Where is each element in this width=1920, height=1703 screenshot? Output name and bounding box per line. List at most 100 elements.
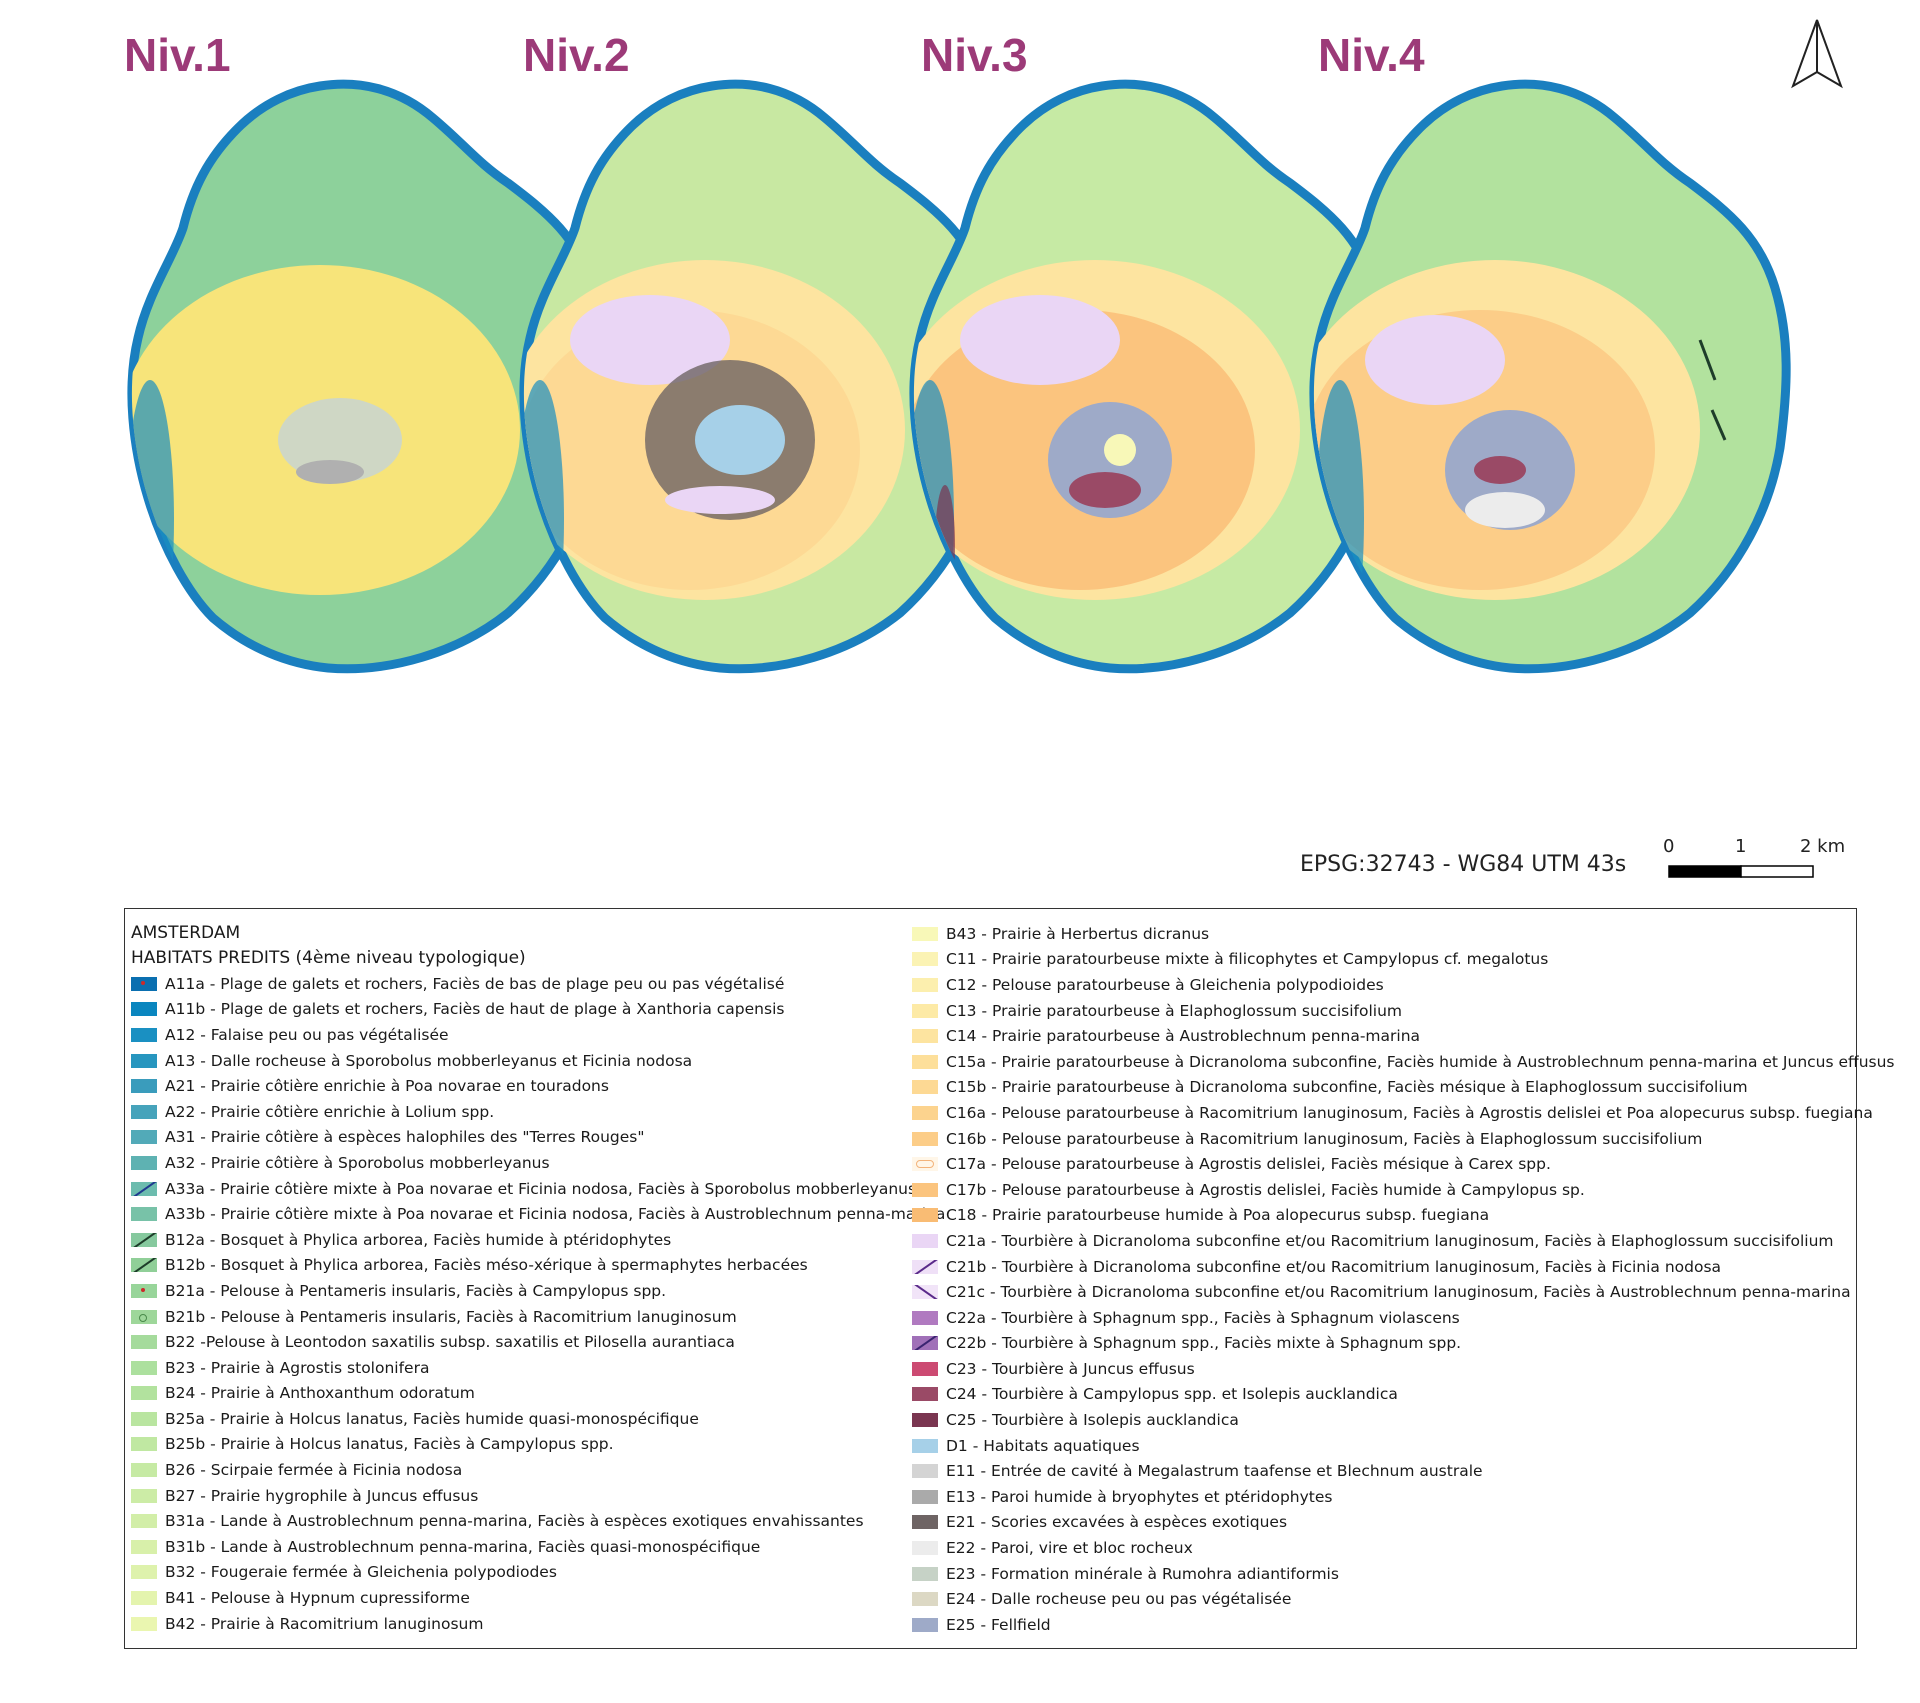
legend-swatch bbox=[912, 1285, 938, 1300]
legend-swatch bbox=[131, 1335, 157, 1350]
map-title-niv4: Niv.4 bbox=[1318, 29, 1425, 81]
legend-swatch bbox=[912, 1080, 938, 1095]
legend-item-c21c: C21c - Tourbière à Dicranoloma subconfin… bbox=[912, 1279, 1895, 1305]
legend-swatch bbox=[131, 1488, 157, 1503]
legend-label: B27 - Prairie hygrophile à Juncus effusu… bbox=[165, 1486, 479, 1505]
legend-label: C17a - Pelouse paratourbeuse à Agrostis … bbox=[946, 1155, 1551, 1174]
legend-swatch bbox=[131, 1027, 157, 1042]
legend-label: A11a - Plage de galets et rochers, Faciè… bbox=[165, 974, 785, 993]
legend-item-b31b: B31b - Lande à Austroblechnum penna-mari… bbox=[131, 1534, 945, 1560]
legend-item-c22a: C22a - Tourbière à Sphagnum spp., Faciès… bbox=[912, 1305, 1895, 1331]
legend-swatch bbox=[912, 977, 938, 992]
legend-label: C25 - Tourbière à Isolepis aucklandica bbox=[946, 1411, 1239, 1430]
legend-label: E21 - Scories excavées à espèces exotiqu… bbox=[946, 1513, 1288, 1532]
legend-item-c17b: C17b - Pelouse paratourbeuse à Agrostis … bbox=[912, 1177, 1895, 1203]
legend-item-e23: E23 - Formation minérale à Rumohra adian… bbox=[912, 1561, 1895, 1587]
map-title-niv1: Niv.1 bbox=[124, 29, 231, 81]
legend-label: A33a - Prairie côtière mixte à Poa novar… bbox=[165, 1179, 917, 1198]
legend-item-a11b: A11b - Plage de galets et rochers, Faciè… bbox=[131, 997, 945, 1023]
legend-item-c16a: C16a - Pelouse paratourbeuse à Racomitri… bbox=[912, 1100, 1895, 1126]
legend-swatch bbox=[131, 1002, 157, 1017]
legend-title-habitats: HABITATS PREDITS (4ème niveau typologiqu… bbox=[131, 948, 526, 968]
legend-item-a13: A13 - Dalle rocheuse à Sporobolus mobber… bbox=[131, 1048, 945, 1074]
habitat-maps bbox=[0, 19, 1843, 878]
legend-label: C16a - Pelouse paratourbeuse à Racomitri… bbox=[946, 1103, 1873, 1122]
legend-swatch bbox=[131, 1591, 157, 1606]
legend-swatch bbox=[912, 1259, 938, 1274]
legend-swatch bbox=[912, 1592, 938, 1607]
north-arrow-icon bbox=[1791, 19, 1843, 89]
legend-item-e11: E11 - Entrée de cavité à Megalastrum taa… bbox=[912, 1458, 1895, 1484]
legend-label: B43 - Prairie à Herbertus dicranus bbox=[946, 924, 1210, 943]
legend-swatch bbox=[131, 1539, 157, 1554]
legend-item-b25a: B25a - Prairie à Holcus lanatus, Faciès … bbox=[131, 1406, 945, 1432]
legend-label: C23 - Tourbière à Juncus effusus bbox=[946, 1359, 1195, 1378]
legend-item-c18: C18 - Prairie paratourbeuse humide à Poa… bbox=[912, 1203, 1895, 1229]
legend-item-b23: B23 - Prairie à Agrostis stolonifera bbox=[131, 1355, 945, 1381]
legend-item-e22: E22 - Paroi, vire et bloc rocheux bbox=[912, 1535, 1895, 1561]
legend-label: C18 - Prairie paratourbeuse humide à Poa… bbox=[946, 1206, 1490, 1225]
legend-swatch bbox=[912, 1105, 938, 1120]
legend-column-2: B43 - Prairie à Herbertus dicranus C11 - … bbox=[912, 921, 1895, 1638]
legend-label: B12a - Bosquet à Phylica arborea, Faciès… bbox=[165, 1230, 672, 1249]
legend-label: A22 - Prairie côtière enrichie à Lolium … bbox=[165, 1102, 495, 1121]
legend-swatch bbox=[912, 1157, 938, 1172]
legend-item-b12a: B12a - Bosquet à Phylica arborea, Faciès… bbox=[131, 1227, 945, 1253]
legend-label: B25b - Prairie à Holcus lanatus, Faciès … bbox=[165, 1435, 614, 1454]
legend-swatch bbox=[912, 1515, 938, 1530]
legend-item-b31a: B31a - Lande à Austroblechnum penna-mari… bbox=[131, 1508, 945, 1534]
legend-swatch bbox=[131, 1258, 157, 1273]
legend-label: C15a - Prairie paratourbeuse à Dicranolo… bbox=[946, 1052, 1895, 1071]
legend-swatch bbox=[131, 1104, 157, 1119]
legend-item-a11a: A11a - Plage de galets et rochers, Faciè… bbox=[131, 971, 945, 997]
legend-item-e13: E13 - Paroi humide à bryophytes et ptéri… bbox=[912, 1484, 1895, 1510]
legend-item-c25: C25 - Tourbière à Isolepis aucklandica bbox=[912, 1407, 1895, 1433]
legend-label: C21c - Tourbière à Dicranoloma subconfin… bbox=[946, 1283, 1851, 1302]
legend-item-a22: A22 - Prairie côtière enrichie à Lolium … bbox=[131, 1099, 945, 1125]
legend-item-c22b: C22b - Tourbière à Sphagnum spp., Faciès… bbox=[912, 1331, 1895, 1357]
map-niv3 bbox=[890, 84, 1386, 669]
legend-swatch bbox=[131, 1360, 157, 1375]
legend-label: B31a - Lande à Austroblechnum penna-mari… bbox=[165, 1512, 864, 1531]
legend-swatch bbox=[131, 1283, 157, 1298]
scale-bar bbox=[1668, 865, 1814, 878]
legend-swatch bbox=[912, 1489, 938, 1504]
legend-label: C21b - Tourbière à Dicranoloma subconfin… bbox=[946, 1257, 1722, 1276]
legend-swatch bbox=[131, 1514, 157, 1529]
legend-swatch bbox=[131, 1079, 157, 1094]
legend-item-b32: B32 - Fougeraie fermée à Gleichenia poly… bbox=[131, 1560, 945, 1586]
legend-swatch bbox=[131, 1207, 157, 1222]
legend-swatch bbox=[912, 1029, 938, 1044]
legend-swatch bbox=[131, 1232, 157, 1247]
legend-swatch bbox=[131, 1309, 157, 1324]
legend-item-b21a: B21a - Pelouse à Pentameris insularis, F… bbox=[131, 1278, 945, 1304]
legend-label: A12 - Falaise peu ou pas végétalisée bbox=[165, 1025, 449, 1044]
legend-label: A13 - Dalle rocheuse à Sporobolus mobber… bbox=[165, 1051, 693, 1070]
legend-swatch bbox=[131, 1411, 157, 1426]
legend-swatch bbox=[912, 1054, 938, 1069]
legend-item-c14: C14 - Prairie paratourbeuse à Austroblec… bbox=[912, 1023, 1895, 1049]
legend-swatch bbox=[912, 1003, 938, 1018]
legend-label: D1 - Habitats aquatiques bbox=[946, 1436, 1140, 1455]
legend-item-b21b: B21b - Pelouse à Pentameris insularis, F… bbox=[131, 1304, 945, 1330]
legend-item-b25b: B25b - Prairie à Holcus lanatus, Faciès … bbox=[131, 1432, 945, 1458]
legend-label: B32 - Fougeraie fermée à Gleichenia poly… bbox=[165, 1563, 557, 1582]
scale-label-2km: 2 km bbox=[1800, 836, 1846, 857]
legend-label: E13 - Paroi humide à bryophytes et ptéri… bbox=[946, 1487, 1333, 1506]
legend-item-d1: D1 - Habitats aquatiques bbox=[912, 1433, 1895, 1459]
legend-label: E23 - Formation minérale à Rumohra adian… bbox=[946, 1564, 1339, 1583]
legend-label: E11 - Entrée de cavité à Megalastrum taa… bbox=[946, 1462, 1483, 1481]
legend-swatch bbox=[912, 1233, 938, 1248]
legend-swatch bbox=[131, 1386, 157, 1401]
legend-swatch bbox=[912, 952, 938, 967]
legend-swatch bbox=[131, 1155, 157, 1170]
legend-label: A21 - Prairie côtière enrichie à Poa nov… bbox=[165, 1077, 609, 1096]
legend-item-b27: B27 - Prairie hygrophile à Juncus effusu… bbox=[131, 1483, 945, 1509]
legend-column-1: AMSTERDAM HABITATS PREDITS (4ème niveau … bbox=[131, 921, 945, 1636]
legend-label: C12 - Pelouse paratourbeuse à Gleichenia… bbox=[946, 975, 1384, 994]
legend-item-c16b: C16b - Pelouse paratourbeuse à Racomitri… bbox=[912, 1126, 1895, 1152]
legend-item-e24: E24 - Dalle rocheuse peu ou pas végétali… bbox=[912, 1586, 1895, 1612]
legend-item-a32: A32 - Prairie côtière à Sporobolus mobbe… bbox=[131, 1150, 945, 1176]
legend-item-c21b: C21b - Tourbière à Dicranoloma subconfin… bbox=[912, 1254, 1895, 1280]
map-niv4 bbox=[1290, 84, 1786, 669]
